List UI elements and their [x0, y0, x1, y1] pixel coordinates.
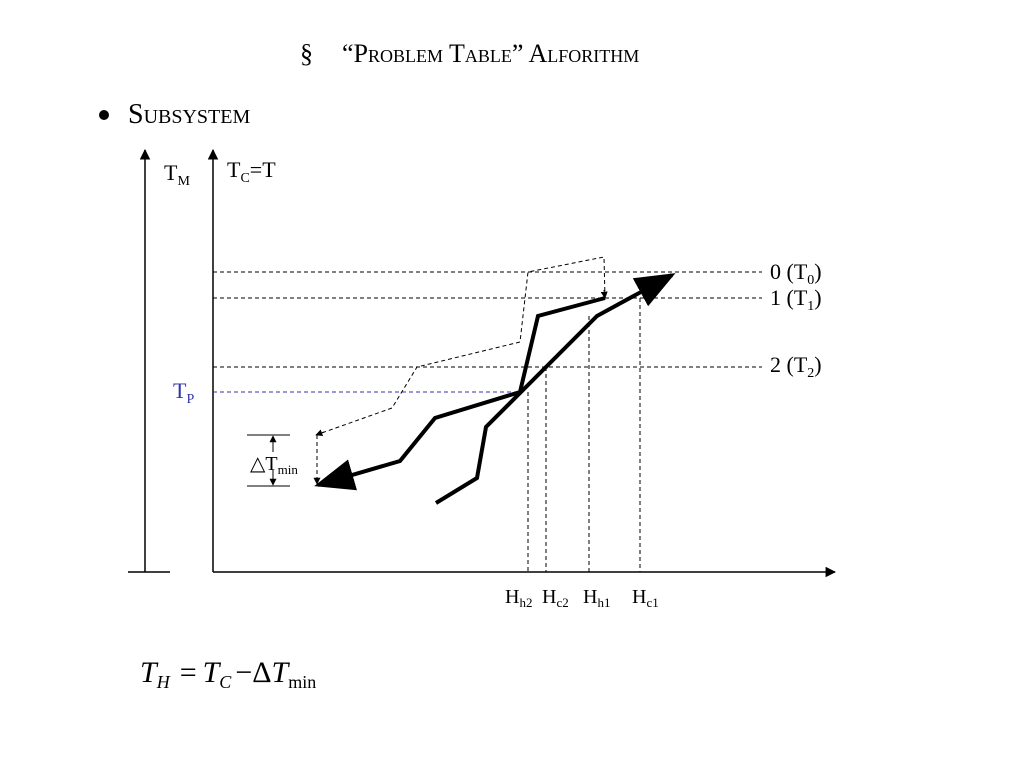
- level-label: 1 (T1): [770, 285, 822, 314]
- h-label: Hc2: [542, 586, 569, 610]
- label-base: H: [583, 586, 597, 608]
- level-prefix: 1 (T: [770, 285, 808, 310]
- arrow-head: [600, 289, 608, 299]
- label-sub: M: [177, 174, 190, 189]
- hot-curve: [314, 296, 606, 491]
- label-sub: C: [240, 171, 249, 186]
- h-label: Hc1: [632, 586, 659, 610]
- formula-sub: min: [288, 672, 316, 692]
- level-label: 2 (T2): [770, 352, 822, 381]
- label-sub: h2: [519, 595, 532, 610]
- label-base: △T: [250, 453, 278, 475]
- label-sub: min: [278, 462, 299, 477]
- axes: [128, 148, 837, 578]
- level-lines: [213, 271, 762, 572]
- bullet-dot: [99, 110, 109, 120]
- label-base: T: [173, 378, 187, 403]
- bullet-text: Subsystem: [128, 99, 250, 130]
- level-prefix: 2 (T: [770, 352, 808, 377]
- tm-label: TM: [164, 160, 190, 189]
- formula-sub: C: [219, 672, 232, 692]
- h-label: Hh2: [505, 586, 532, 610]
- level-prefix: 0 (T: [770, 259, 808, 284]
- label-sub: c2: [556, 595, 568, 610]
- formula-t: T: [140, 656, 159, 689]
- label-sub: c1: [646, 595, 658, 610]
- level-label: 0 (T0): [770, 259, 822, 288]
- label-suffix: =T: [250, 157, 276, 182]
- arrow-head: [315, 429, 325, 437]
- level-suffix: ): [814, 352, 821, 377]
- level-sub: 1: [807, 299, 814, 314]
- cold-curve: [434, 273, 676, 505]
- label-base: H: [505, 586, 519, 608]
- level-sub: 2: [807, 366, 814, 381]
- h-label: Hh1: [583, 586, 610, 610]
- level-sub: 0: [807, 273, 814, 288]
- label-sub: h1: [597, 595, 610, 610]
- formula-t: T: [203, 656, 222, 689]
- formula-op: −Δ: [235, 656, 271, 689]
- tp-label: TP: [173, 378, 194, 407]
- tc-label: TC=T: [227, 157, 276, 186]
- formula: TH = TC −ΔTmin: [140, 656, 316, 692]
- label-base: T: [227, 157, 241, 182]
- formula-sub: H: [156, 672, 171, 692]
- formula-eq: =: [180, 656, 197, 689]
- dtmin-bracket: [247, 434, 321, 487]
- label-base: H: [632, 586, 646, 608]
- section-marker: §: [300, 39, 313, 68]
- label-base: T: [164, 160, 178, 185]
- label-sub: P: [186, 392, 194, 407]
- level-suffix: ): [814, 259, 821, 284]
- formula-t: T: [272, 656, 291, 689]
- label-base: H: [542, 586, 556, 608]
- dtmin-label: △Tmin: [250, 453, 298, 477]
- slide-title: “Problem Table” Alforithm: [342, 39, 639, 68]
- level-suffix: ): [814, 285, 821, 310]
